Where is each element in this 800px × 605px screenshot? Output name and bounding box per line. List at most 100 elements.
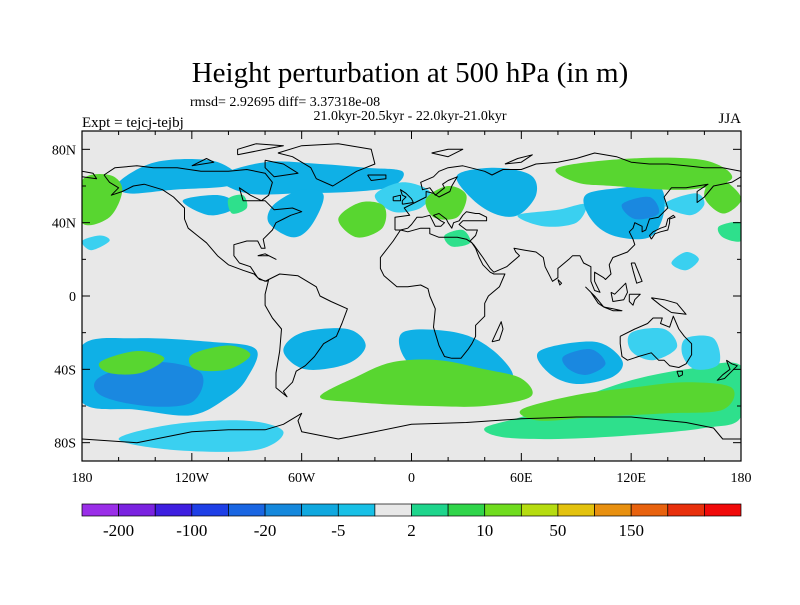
colorbar-box <box>411 503 449 517</box>
coastline <box>392 194 401 202</box>
field-region-neg_dark <box>621 196 660 220</box>
coastline <box>395 176 741 293</box>
field-region-neg_light <box>517 203 587 227</box>
height-field <box>82 157 741 452</box>
coastline <box>237 143 284 156</box>
colorbar-box <box>667 503 705 517</box>
coastline <box>103 165 303 282</box>
coastline <box>277 143 376 187</box>
colorbar-box <box>704 503 742 517</box>
colorbar-box <box>447 503 486 517</box>
coastline <box>191 158 215 167</box>
coastline <box>630 262 643 284</box>
field-region-pos_light <box>444 229 471 247</box>
chart-title: Height perturbation at 500 hPa (in m) <box>192 57 629 89</box>
field-region-pos_mid <box>519 382 735 421</box>
field-region-pos_mid <box>338 201 387 238</box>
coastline <box>82 170 98 180</box>
field-region-pos_mid <box>98 350 165 375</box>
colorbar-box <box>374 503 412 517</box>
field-region-pos_light <box>717 221 741 242</box>
colorbar-box <box>520 503 559 517</box>
coastline <box>619 315 693 368</box>
y-tick-label: 0 <box>69 290 76 305</box>
coastline <box>491 321 504 343</box>
stats-text: rmsd= 2.92695 diff= 3.37318e-08 <box>190 95 380 110</box>
coastline <box>431 148 464 158</box>
coastline <box>649 214 676 240</box>
field-region-pos_mid <box>188 345 251 372</box>
x-tick-label: 120E <box>616 471 646 486</box>
x-tick-label: 0 <box>408 471 415 486</box>
colorbar-label: -200 <box>103 521 134 540</box>
colorbar-box <box>118 503 156 517</box>
coastline <box>264 159 299 178</box>
field-region-pos_mid <box>82 182 92 209</box>
colorbar-box <box>228 503 266 517</box>
x-tick-label: 120W <box>175 471 210 486</box>
colorbar-label: 2 <box>407 521 416 540</box>
coastline <box>367 174 387 181</box>
coastline <box>716 359 738 381</box>
colorbar-box <box>484 503 522 517</box>
coastline <box>379 227 506 359</box>
field-region-neg_mid <box>456 167 538 217</box>
colorbar-box <box>301 503 339 517</box>
x-tick-label: 60E <box>510 471 533 486</box>
colorbar-box <box>594 503 632 517</box>
colorbar: -200 -100 -20 -5 2 10 50 150 <box>81 503 742 540</box>
colorbar-label: -20 <box>254 521 277 540</box>
field-region-neg_light <box>627 328 678 361</box>
colorbar-box <box>264 503 303 517</box>
experiment-label: Expt = tejcj-tejbj <box>82 115 184 131</box>
field-region-neg_mid <box>283 328 366 370</box>
coastline <box>650 297 687 315</box>
x-tick-label: 180 <box>731 471 752 486</box>
field-region-neg_light <box>671 251 699 271</box>
field-region-neg_light <box>82 235 110 251</box>
coastline <box>603 306 623 312</box>
colorbar-box <box>81 503 119 517</box>
coastline <box>257 253 277 260</box>
coastlines <box>82 143 741 444</box>
period-text: 21.0kyr-20.5kyr - 22.0kyr-21.0kyr <box>313 109 506 124</box>
coastline <box>82 412 741 444</box>
colorbar-box <box>557 503 595 517</box>
field-region-neg_light <box>118 420 284 452</box>
x-tick-label: 60W <box>288 471 316 486</box>
map-axes: 180 120W 60W 0 60E 120E 180 80N 40N 0 40S 80S <box>52 131 752 486</box>
coastline <box>628 293 641 306</box>
colorbar-label: 150 <box>618 521 644 540</box>
season-label: JJA <box>718 111 741 127</box>
x-tick-label: 180 <box>72 471 93 486</box>
colorbar-label: -100 <box>176 521 207 540</box>
field-region-neg_light <box>664 193 705 216</box>
coastline <box>400 189 414 205</box>
colorbar-label: 10 <box>476 521 493 540</box>
colorbar-label: -5 <box>331 521 345 540</box>
colorbar-box <box>154 503 193 517</box>
coastline <box>676 370 683 378</box>
y-tick-label: 80S <box>54 437 76 452</box>
field-region-neg_mid <box>182 195 238 216</box>
field-region-pos_mid <box>320 359 533 407</box>
colorbar-box <box>630 503 669 517</box>
coastline <box>557 279 563 286</box>
field-region-neg_light <box>374 182 431 213</box>
field-region-neg_dark <box>562 348 606 375</box>
coastline <box>585 286 605 308</box>
y-tick-label: 40N <box>52 217 76 232</box>
coastline <box>504 154 533 165</box>
colorbar-label: 50 <box>549 521 566 540</box>
colorbar-box <box>191 503 229 517</box>
colorbar-box <box>337 503 376 517</box>
field-region-neg_mid <box>218 161 404 195</box>
coastline <box>394 152 741 230</box>
coastline <box>610 282 628 302</box>
y-tick-label: 40S <box>54 363 76 378</box>
coastline <box>264 273 348 398</box>
y-tick-label: 80N <box>52 143 76 158</box>
field-region-pos_mid <box>82 173 123 226</box>
